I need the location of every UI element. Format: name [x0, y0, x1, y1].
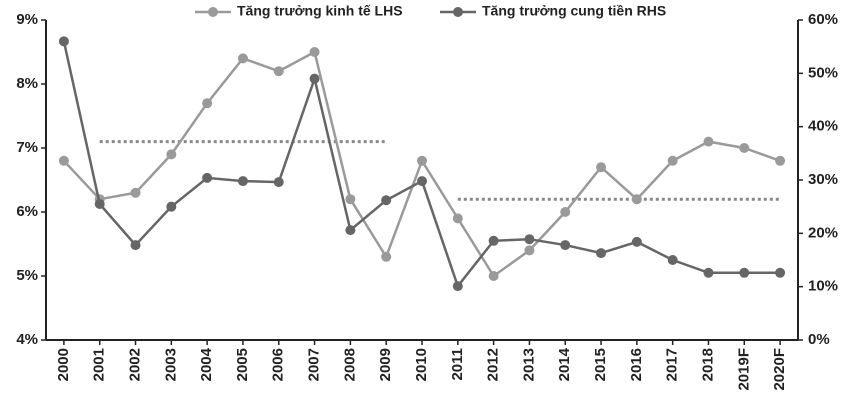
point	[667, 255, 678, 265]
y2-tick-label: 60%	[808, 11, 838, 28]
x-tick-label: 2005	[234, 348, 251, 381]
point	[381, 251, 392, 262]
point	[452, 281, 463, 292]
x-tick-label: 2014	[556, 347, 573, 381]
point	[488, 271, 499, 281]
x-tick-label: 2010	[413, 348, 430, 381]
point	[94, 199, 105, 209]
point	[417, 155, 427, 166]
point	[202, 172, 213, 183]
point	[58, 155, 69, 166]
point	[309, 47, 320, 57]
x-tick-label: 2015	[592, 348, 609, 381]
x-tick-label: 2000	[55, 348, 72, 381]
x-tick-label: 2011	[449, 348, 466, 381]
point	[524, 234, 535, 245]
point	[524, 245, 535, 256]
y2-tick-label: 50%	[808, 64, 838, 81]
y2-tick-label: 0%	[808, 331, 830, 348]
point	[345, 194, 356, 205]
x-tick-label: 2012	[485, 348, 502, 381]
legend-label: Tăng trưởng cung tiền RHS	[482, 3, 666, 19]
y-tick-label: 9%	[16, 11, 38, 28]
point	[417, 176, 427, 187]
point	[739, 143, 750, 153]
x-tick-label: 2002	[126, 348, 143, 381]
point	[273, 66, 284, 77]
x-tick-label: 2017	[664, 348, 681, 381]
point	[237, 176, 248, 187]
y-tick-label: 5%	[16, 267, 38, 284]
y2-tick-label: 40%	[808, 118, 838, 135]
y2-tick-label: 10%	[808, 278, 838, 295]
point	[452, 213, 463, 224]
x-tick-label: 2016	[628, 348, 645, 381]
point	[703, 267, 714, 278]
point	[130, 187, 141, 198]
point	[560, 207, 571, 217]
legend-marker	[453, 7, 463, 17]
x-tick-label: 2009	[377, 348, 394, 381]
y2-tick-label: 30%	[808, 171, 838, 188]
point	[596, 162, 607, 173]
x-tick-label: 2007	[306, 348, 323, 381]
x-tick-label: 2006	[270, 348, 287, 381]
point	[202, 98, 213, 109]
x-tick-label: 2001	[91, 348, 108, 381]
point	[667, 155, 678, 166]
point	[739, 267, 750, 278]
x-tick-label: 2019F	[735, 348, 752, 391]
point	[631, 194, 642, 205]
point	[488, 235, 499, 246]
x-tick-label: 2020F	[771, 348, 788, 391]
y-tick-label: 4%	[16, 331, 38, 348]
y-tick-label: 6%	[16, 203, 38, 220]
point	[345, 225, 356, 236]
point	[130, 240, 141, 251]
x-tick-label: 2013	[520, 348, 537, 381]
point	[775, 267, 786, 278]
point	[166, 149, 177, 160]
x-tick-label: 2008	[341, 348, 358, 381]
legend-marker	[208, 7, 218, 17]
y2-tick-label: 20%	[808, 224, 838, 241]
point	[631, 236, 642, 247]
legend-label: Tăng trưởng kinh tế LHS	[237, 3, 403, 19]
point	[309, 73, 320, 84]
point	[237, 53, 248, 64]
x-tick-label: 2018	[699, 348, 716, 381]
point	[596, 248, 607, 259]
point	[775, 155, 786, 166]
x-tick-label: 2004	[198, 347, 215, 381]
point	[381, 195, 392, 206]
point	[58, 36, 69, 47]
point	[703, 136, 714, 147]
x-tick-label: 2003	[162, 348, 179, 381]
y-tick-label: 7%	[16, 139, 38, 156]
point	[560, 240, 571, 251]
y-tick-label: 8%	[16, 75, 38, 92]
point	[273, 177, 284, 188]
point	[166, 201, 177, 212]
